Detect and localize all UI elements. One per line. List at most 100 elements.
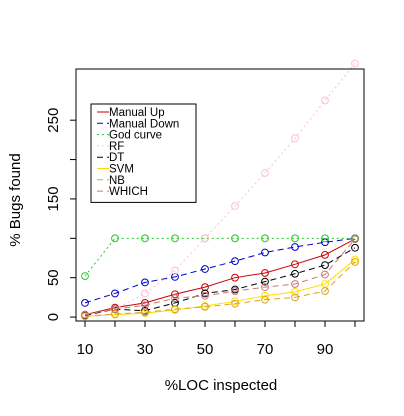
data-point xyxy=(321,261,329,269)
plot-area xyxy=(81,59,359,321)
y-axis-title: % Bugs found xyxy=(7,153,24,246)
legend-label: Manual Down xyxy=(109,118,179,130)
legend-label: Manual Up xyxy=(109,107,165,119)
data-point xyxy=(171,294,179,303)
data-point xyxy=(351,243,359,252)
x-tick-label: 30 xyxy=(137,341,154,358)
data-point xyxy=(201,234,209,243)
y-tick-label: 50 xyxy=(45,269,62,286)
data-point xyxy=(261,291,269,300)
data-point xyxy=(321,270,329,279)
data-point xyxy=(201,289,209,298)
data-point xyxy=(111,289,119,298)
data-point xyxy=(141,234,149,243)
series-line xyxy=(84,238,356,316)
data-point xyxy=(141,298,149,307)
data-point xyxy=(201,302,209,311)
data-point xyxy=(171,273,179,281)
data-point xyxy=(171,290,179,299)
series-line xyxy=(84,261,356,317)
data-point xyxy=(321,234,329,243)
data-point xyxy=(141,301,149,310)
legend-label: DT xyxy=(109,152,124,164)
data-point xyxy=(111,234,119,243)
data-point xyxy=(261,269,269,277)
data-point xyxy=(231,299,239,308)
data-point xyxy=(141,289,149,298)
data-point xyxy=(291,287,299,296)
plot-frame xyxy=(75,68,365,322)
data-point xyxy=(321,96,329,105)
data-point xyxy=(351,235,359,244)
series-manual-down xyxy=(81,234,359,307)
data-point xyxy=(141,278,149,287)
data-point xyxy=(291,269,299,278)
data-point xyxy=(231,257,239,266)
data-point xyxy=(261,295,269,304)
data-point xyxy=(201,291,209,300)
data-point xyxy=(261,248,269,257)
y-axis: 0 50 150 250 xyxy=(45,108,76,321)
data-point xyxy=(291,243,299,251)
x-axis-title: %LOC inspected xyxy=(165,377,278,394)
series-line xyxy=(84,63,356,316)
data-point xyxy=(321,250,329,259)
series-line xyxy=(84,259,356,317)
series-line xyxy=(84,237,355,277)
x-tick-label: 10 xyxy=(77,341,94,358)
series-line xyxy=(84,247,356,316)
data-point xyxy=(261,169,269,177)
data-point xyxy=(261,283,269,292)
legend-frame xyxy=(90,103,197,203)
y-tick-label: 250 xyxy=(45,108,62,133)
data-point xyxy=(231,297,239,306)
series-which xyxy=(81,235,359,319)
data-point xyxy=(351,255,359,264)
data-point xyxy=(231,273,239,282)
data-point xyxy=(81,272,89,281)
data-point xyxy=(231,202,239,210)
data-point xyxy=(321,238,329,247)
x-tick-label: 90 xyxy=(317,341,334,358)
legend-label: SVM xyxy=(109,164,134,176)
data-point xyxy=(201,265,209,273)
data-point xyxy=(261,234,269,243)
legend-label: NB xyxy=(109,175,125,187)
data-point xyxy=(291,234,299,243)
series-dt xyxy=(81,243,359,320)
data-point xyxy=(291,293,299,302)
x-tick-label: 70 xyxy=(257,341,274,358)
data-point xyxy=(321,287,329,295)
series-line xyxy=(84,237,356,304)
x-axis: 10 30 50 70 90 xyxy=(77,321,356,358)
data-point xyxy=(81,298,89,307)
data-point xyxy=(351,59,359,68)
data-point xyxy=(81,310,89,319)
data-point xyxy=(291,134,299,143)
data-point xyxy=(291,260,299,269)
series-line xyxy=(84,238,356,316)
data-point xyxy=(291,280,299,288)
legend-label: WHICH xyxy=(109,186,148,198)
y-tick-label: 0 xyxy=(45,313,62,321)
y-tick-label: 150 xyxy=(45,186,62,211)
data-point xyxy=(171,234,179,243)
data-point xyxy=(231,287,239,295)
data-point xyxy=(261,277,269,286)
series-rf xyxy=(81,59,359,320)
series-nb xyxy=(81,258,359,321)
data-point xyxy=(171,305,179,314)
series-svm xyxy=(81,255,359,321)
data-point xyxy=(171,266,179,275)
legend-label: God curve xyxy=(109,130,162,142)
legend-label: RF xyxy=(109,141,124,153)
data-point xyxy=(111,305,119,314)
data-point xyxy=(111,310,119,318)
axes: 10 30 50 70 90 0 50 150 250 xyxy=(45,68,365,358)
data-point xyxy=(201,283,209,292)
data-point xyxy=(351,258,359,266)
x-tick-label: 50 xyxy=(197,341,214,358)
data-point xyxy=(231,234,239,243)
